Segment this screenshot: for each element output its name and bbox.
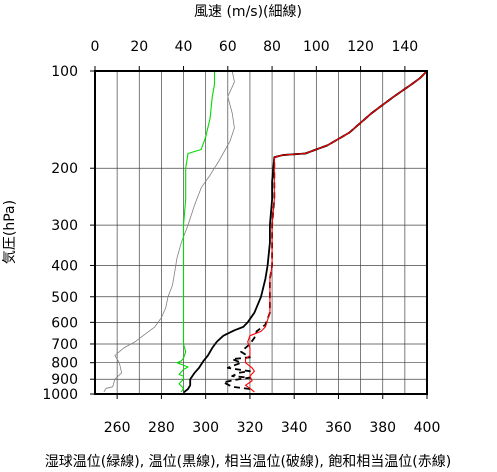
top-tick-label: 60 (219, 39, 237, 55)
y-tick-label: 100 (51, 64, 78, 80)
y-tick-label: 900 (51, 372, 78, 388)
top-tick-label: 80 (263, 39, 281, 55)
bottom-tick-label: 400 (414, 420, 441, 436)
plot-frame (94, 70, 428, 395)
grid (94, 70, 428, 395)
top-tick-label: 120 (347, 39, 374, 55)
y-tick-label: 300 (51, 218, 78, 234)
top-tick-label: 100 (303, 39, 330, 55)
top-axis-label: 風速 (m/s)(細線) (194, 4, 302, 20)
bottom-tick-label: 280 (148, 420, 175, 436)
y-axis-label: 気圧(hPa) (2, 200, 18, 264)
bottom-axis-label: 湿球温位(緑線), 温位(黒線), 相当温位(破線), 飽和相当温位(赤線) (45, 453, 451, 470)
y-tick-label: 400 (51, 258, 78, 274)
series-group (103, 70, 428, 394)
bottom-tick-label: 260 (104, 420, 131, 436)
y-tick-label: 700 (51, 337, 78, 353)
bottom-tick-label: 380 (369, 420, 396, 436)
y-tick-label: 200 (51, 161, 78, 177)
series-line-4 (222, 70, 428, 390)
series-line-5 (244, 70, 428, 393)
bottom-tick-label: 300 (192, 420, 219, 436)
y-tick-label: 500 (51, 290, 78, 306)
top-tick-label: 40 (175, 39, 193, 55)
bottom-tick-label: 360 (325, 420, 352, 436)
y-tick-label: 1000 (42, 387, 78, 403)
bottom-tick-label: 320 (237, 420, 264, 436)
top-tick-label: 20 (130, 39, 148, 55)
series-line-2 (176, 71, 216, 393)
tick-labels: 0 20 40 60 80 100 120 140 260 280 300 320 340 360 380 4… (42, 39, 440, 436)
series-line-1 (103, 70, 235, 393)
top-tick-label: 0 (91, 39, 100, 55)
top-tick-label: 140 (391, 39, 418, 55)
series-line-3 (182, 70, 428, 394)
bottom-tick-label: 340 (281, 420, 308, 436)
y-tick-label: 800 (51, 356, 78, 372)
y-tick-label: 600 (51, 315, 78, 331)
